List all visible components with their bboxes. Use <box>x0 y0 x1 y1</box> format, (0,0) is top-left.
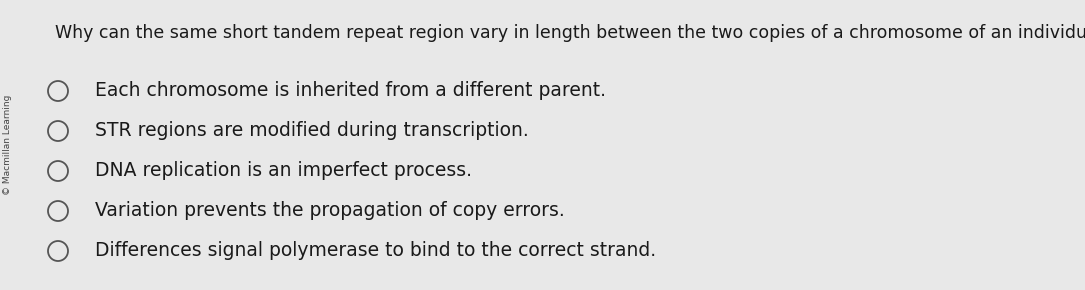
Text: Differences signal polymerase to bind to the correct strand.: Differences signal polymerase to bind to… <box>95 242 656 260</box>
Text: Variation prevents the propagation of copy errors.: Variation prevents the propagation of co… <box>95 202 565 220</box>
Text: DNA replication is an imperfect process.: DNA replication is an imperfect process. <box>95 162 472 180</box>
Text: © Macmillan Learning: © Macmillan Learning <box>3 95 13 195</box>
Text: STR regions are modified during transcription.: STR regions are modified during transcri… <box>95 122 528 140</box>
Text: Each chromosome is inherited from a different parent.: Each chromosome is inherited from a diff… <box>95 81 607 101</box>
Text: Why can the same short tandem repeat region vary in length between the two copie: Why can the same short tandem repeat reg… <box>55 24 1085 42</box>
